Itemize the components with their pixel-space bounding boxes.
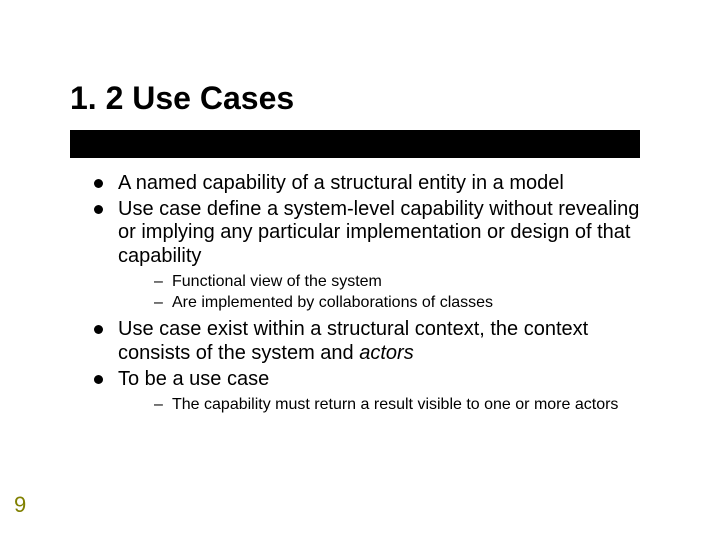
sub-bullet-text: The capability must return a result visi…: [172, 396, 618, 413]
page-number: 9: [14, 492, 26, 518]
bullet-list-level2: Functional view of the system Are implem…: [118, 272, 650, 312]
bullet-text: A named capability of a structural entit…: [118, 172, 564, 194]
bullet-list-level2: The capability must return a result visi…: [118, 395, 650, 415]
bullet-item: To be a use case The capability must ret…: [90, 368, 650, 415]
slide-title: 1. 2 Use Cases: [70, 80, 294, 117]
bullet-text: Use case define a system-level capabilit…: [118, 198, 639, 267]
bullet-list-level1: A named capability of a structural entit…: [90, 172, 650, 415]
title-underline-bar: [70, 130, 640, 158]
sub-bullet-text: Are implemented by collaborations of cla…: [172, 294, 493, 311]
bullet-text: Use case exist within a structural conte…: [118, 318, 588, 364]
slide-body: A named capability of a structural entit…: [90, 172, 650, 421]
bullet-item: A named capability of a structural entit…: [90, 172, 650, 196]
bullet-item: Use case exist within a structural conte…: [90, 318, 650, 365]
bullet-text-italic: actors: [359, 342, 413, 364]
sub-bullet-item: Functional view of the system: [154, 272, 650, 292]
bullet-item: Use case define a system-level capabilit…: [90, 198, 650, 313]
slide: 1. 2 Use Cases A named capability of a s…: [0, 0, 720, 540]
sub-bullet-text: Functional view of the system: [172, 273, 382, 290]
sub-bullet-item: The capability must return a result visi…: [154, 395, 650, 415]
bullet-text: To be a use case: [118, 368, 269, 390]
sub-bullet-item: Are implemented by collaborations of cla…: [154, 293, 650, 313]
